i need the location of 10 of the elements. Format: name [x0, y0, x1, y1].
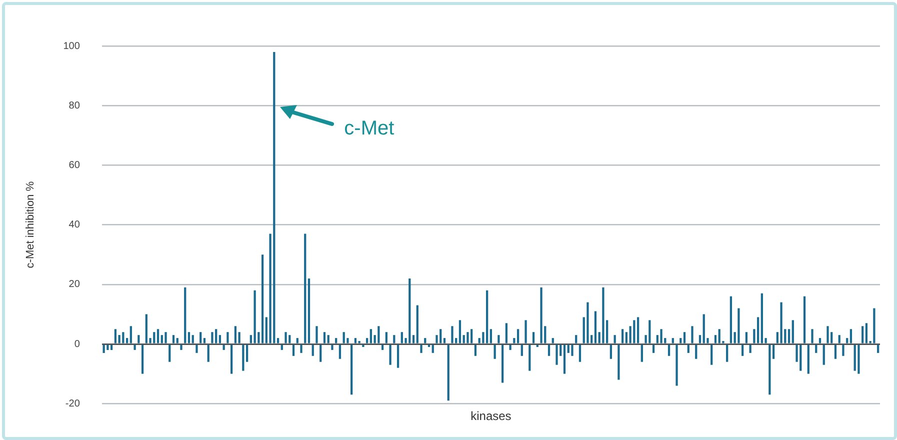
y-tick-label: 60	[68, 160, 80, 171]
annotation: c-Met	[344, 117, 395, 140]
y-tick-label: 100	[63, 40, 80, 52]
y-tick-label: 20	[68, 279, 80, 290]
y-tick-label: 0	[74, 338, 80, 350]
y-tick-label: 80	[68, 100, 80, 112]
x-axis-title: kinases	[470, 409, 512, 424]
y-tick-label: 40	[68, 220, 80, 231]
y-axis-title: c-Met inhibition %	[24, 181, 37, 268]
y-tick-label: -20	[65, 398, 80, 410]
